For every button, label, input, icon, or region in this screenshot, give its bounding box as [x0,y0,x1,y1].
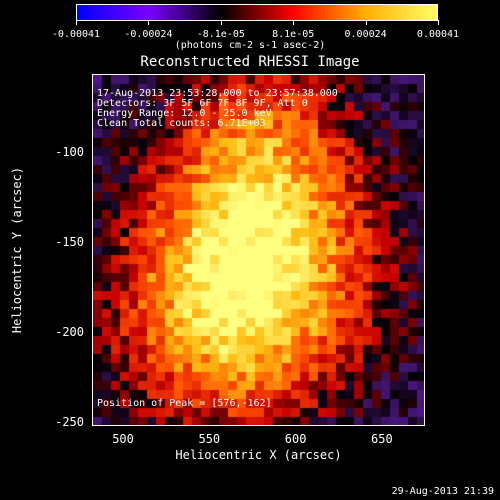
colorbar-tick-mark [76,20,77,25]
colorbar-unit: (photons cm-2 s-1 asec-2) [174,40,326,51]
colorbar [76,4,438,21]
colorbar-tick-label: 8.1e-05 [272,29,315,40]
x-axis-label: Heliocentric X (arcsec) [175,448,342,462]
colorbar-tick-mark [293,20,295,25]
colorbar-tick-mark [365,20,367,25]
x-tick-label: 550 [198,432,221,446]
colorbar-tick-mark [148,20,150,25]
colorbar-tick-label: -8.1e-05 [196,29,245,40]
y-tick-label: -200 [55,325,84,340]
annotation-time: 17-Aug-2013 23:53:28.000 to 23:57:38.000 [97,88,338,99]
colorbar-tick-mark [220,20,222,25]
chart-title: Reconstructed RHESSI Image [140,54,360,70]
colorbar-tick-mark [438,20,439,25]
x-tick-label: 500 [112,432,134,446]
heatmap [93,75,424,425]
colorbar-tick-label: -0.00024 [124,29,173,40]
y-tick-label: -250 [55,415,84,430]
colorbar-tick-label: -0.00041 [51,29,101,40]
colorbar-tick-label: 0.00041 [416,29,460,40]
y-tick-label: -150 [55,234,84,249]
x-tick-label: 650 [371,432,393,446]
annotation-peak: Position of Peak = [576,-162] [97,398,272,409]
annotation-energy: Energy Range: 12.0 - 25.0 keV [97,108,272,119]
annotation-clean: Clean Total counts: 6.71E+03 [97,118,266,129]
y-axis-label: Heliocentric Y (arcsec) [10,166,24,334]
colorbar-tick-label: 0.00024 [344,29,387,40]
y-tick-label: -100 [55,144,84,159]
plot-area: 17-Aug-2013 23:53:28.000 to 23:57:38.000… [92,74,425,426]
annotation-detectors: Detectors: 3F 5F 6F 7F 8F 9F, Att 0 [97,98,308,109]
timestamp: 29-Aug-2013 21:39 [391,486,494,497]
x-tick-label: 600 [284,432,307,446]
